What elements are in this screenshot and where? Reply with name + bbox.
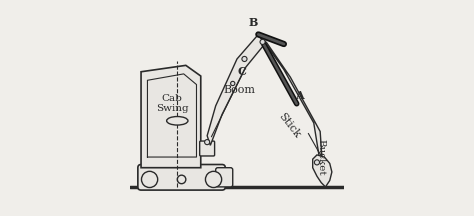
Text: A: A: [296, 90, 304, 101]
Text: Cab
Swing: Cab Swing: [155, 94, 188, 113]
Polygon shape: [207, 34, 264, 145]
FancyBboxPatch shape: [216, 168, 233, 187]
Text: C: C: [238, 66, 247, 77]
Text: Bucket: Bucket: [317, 139, 326, 175]
Circle shape: [205, 171, 222, 187]
Circle shape: [177, 175, 186, 184]
Polygon shape: [141, 65, 201, 168]
Text: B: B: [248, 17, 258, 28]
FancyBboxPatch shape: [200, 141, 215, 156]
Circle shape: [260, 39, 265, 44]
Text: Stick: Stick: [276, 111, 302, 140]
FancyBboxPatch shape: [138, 165, 225, 190]
Polygon shape: [260, 37, 322, 162]
Circle shape: [242, 56, 247, 62]
Circle shape: [314, 160, 319, 165]
Polygon shape: [313, 155, 332, 187]
Text: Boom: Boom: [223, 85, 255, 95]
Circle shape: [141, 171, 158, 187]
Circle shape: [231, 81, 235, 86]
Ellipse shape: [167, 116, 188, 125]
Circle shape: [205, 140, 210, 145]
